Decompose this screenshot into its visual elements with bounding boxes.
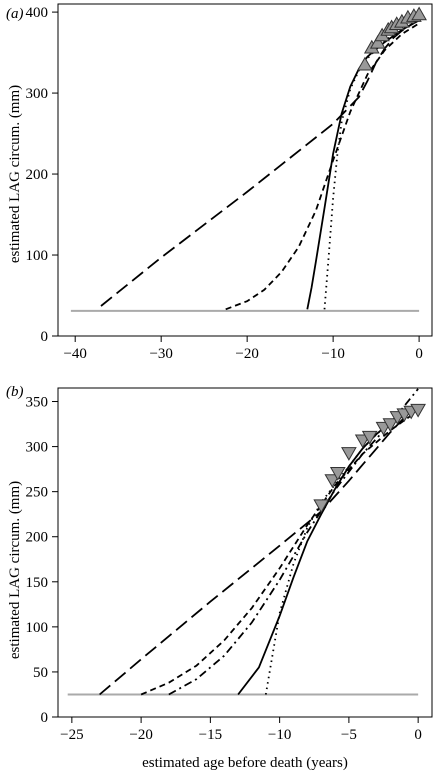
panel-a-x-tick-label: 0: [415, 346, 423, 362]
panel-b-y-tick-label: 200: [26, 530, 49, 546]
panel-b-x-tick-label: −5: [341, 727, 357, 743]
panel-b-y-tick-label: 150: [26, 575, 49, 591]
panel-b-x-tick-label: −15: [199, 727, 222, 743]
panel-b-data-marker: [382, 418, 399, 433]
panel-b-plot-frame: [57, 387, 433, 718]
panel-a-y-tick-label: 0: [41, 329, 49, 345]
panel-b-x-tick-label: −20: [129, 727, 152, 743]
panel-a-y-axis-label: estimated LAG circum. (mm): [7, 85, 23, 263]
panel-a-curve-dotted: [323, 17, 420, 310]
panel-b-y-tick-label: 0: [41, 710, 49, 726]
panel-b-data-marker: [329, 467, 346, 481]
panel-a-y-tick-label: 400: [26, 5, 49, 21]
panel-a-y-tick-label: 100: [26, 248, 49, 264]
panel-b-x-tick-label: −25: [60, 727, 83, 743]
panel-a-x-tick-label: −40: [63, 346, 86, 362]
panel-a-plot-area: −40 −30 −20 −10 0 0 100 200 300 400: [26, 3, 433, 362]
panel-b: (b) estimated LAG circum. (mm) estimated…: [6, 384, 433, 771]
panel-b-curve-dash-dot: [168, 388, 419, 696]
panel-a-y-tick-label: 200: [26, 167, 49, 183]
panel-a-curve-short-dash: [225, 22, 420, 311]
panel-b-y-axis-label: estimated LAG circum. (mm): [7, 481, 23, 659]
panel-b-data-marker: [313, 499, 330, 514]
panel-b-y-tick-label: 350: [26, 395, 49, 411]
panel-a-x-tick-label: −30: [149, 346, 172, 362]
panel-b-curve-dotted: [264, 409, 419, 695]
panel-a: (a) estimated LAG circum. (mm) −40 −30 −20…: [6, 3, 433, 362]
panel-b-x-tick-label: −10: [268, 727, 291, 743]
panel-b-x-tick-label: 0: [414, 727, 422, 743]
panel-a-data-marker: [369, 34, 386, 49]
panel-b-data-marker: [341, 447, 357, 461]
panel-b-y-tick-label: 100: [26, 620, 49, 636]
panel-a-y-tick-label: 300: [26, 86, 49, 102]
panel-a-curve-long-dash: [100, 19, 420, 307]
panel-a-x-tick-label: −10: [321, 346, 344, 362]
panel-b-curve-long-dash: [99, 405, 419, 696]
panel-b-curve-short-dash: [140, 409, 419, 696]
panel-a-x-tick-label: −20: [235, 346, 258, 362]
panel-b-curve-solid: [237, 409, 419, 696]
panel-b-y-tick-label: 50: [33, 665, 48, 681]
panel-a-label: (a): [6, 6, 24, 22]
panel-b-y-tick-label: 250: [26, 485, 49, 501]
panel-b-data-marker: [410, 403, 426, 418]
panel-b-label: (b): [6, 384, 24, 400]
panel-a-plot-frame: [57, 3, 433, 337]
panel-b-plot-area: −25 −20 −15 −10 −5 0 0 50 100 150 200 250 300 350: [26, 387, 433, 743]
panel-a-data-marker: [411, 6, 427, 21]
panel-b-x-axis-label: estimated age before death (years): [142, 755, 348, 771]
panel-b-y-tick-label: 300: [26, 440, 49, 456]
panel-a-data-marker: [357, 56, 373, 71]
panel-b-data-marker: [361, 430, 378, 445]
panel-b-data-marker: [324, 474, 341, 488]
